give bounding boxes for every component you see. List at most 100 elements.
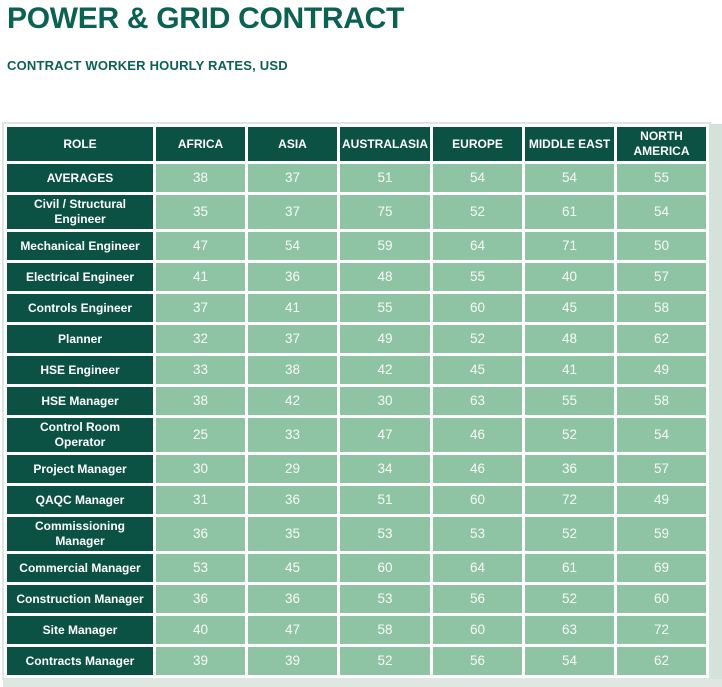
rate-value-cell: 49	[617, 356, 706, 384]
table-row: AVERAGES 38 37 51 54 54 55	[7, 164, 706, 192]
rate-value-cell: 54	[525, 647, 614, 675]
rate-value-cell: 34	[340, 455, 430, 483]
rate-value-cell: 60	[340, 554, 430, 582]
rate-value-cell: 51	[340, 164, 430, 192]
table-body: AVERAGES 38 37 51 54 54 55 Civil / Structural E…	[7, 164, 706, 675]
rate-value-cell: 72	[617, 616, 706, 644]
rate-value-cell: 64	[433, 554, 522, 582]
rate-value-cell: 54	[248, 232, 337, 260]
rate-value-cell: 58	[340, 616, 430, 644]
rate-value-cell: 39	[248, 647, 337, 675]
rate-value-cell: 63	[525, 616, 614, 644]
rate-value-cell: 55	[525, 387, 614, 415]
table-row: QAQC Manager 31 36 51 60 72 49	[7, 486, 706, 514]
rate-value-cell: 52	[525, 585, 614, 613]
role-cell: Mechanical Engineer	[7, 232, 153, 260]
rate-value-cell: 47	[156, 232, 245, 260]
role-cell: Commissioning Manager	[7, 517, 153, 551]
rate-value-cell: 48	[525, 325, 614, 353]
table-row: HSE Engineer 33 38 42 45 41 49	[7, 356, 706, 384]
rate-value-cell: 63	[433, 387, 522, 415]
page-subtitle: CONTRACT WORKER HOURLY RATES, USD	[7, 58, 288, 73]
rate-value-cell: 71	[525, 232, 614, 260]
rate-value-cell: 55	[433, 263, 522, 291]
rates-table-container: ROLE AFRICA ASIA AUSTRALASIA EUROPE MIDDLE EA…	[2, 122, 711, 680]
rate-value-cell: 57	[617, 263, 706, 291]
rate-value-cell: 62	[617, 647, 706, 675]
table-row: Contracts Manager 39 39 52 56 54 62	[7, 647, 706, 675]
table-row: Commercial Manager 53 45 60 64 61 69	[7, 554, 706, 582]
role-cell: Site Manager	[7, 616, 153, 644]
bottom-gutter	[3, 679, 722, 687]
rate-value-cell: 37	[248, 195, 337, 229]
rate-value-cell: 69	[617, 554, 706, 582]
table-head: ROLE AFRICA ASIA AUSTRALASIA EUROPE MIDDLE EA…	[7, 127, 706, 161]
rate-value-cell: 60	[433, 616, 522, 644]
rate-value-cell: 58	[617, 294, 706, 322]
role-cell: QAQC Manager	[7, 486, 153, 514]
region-column-header: MIDDLE EAST	[525, 127, 614, 161]
rate-value-cell: 29	[248, 455, 337, 483]
rate-value-cell: 36	[248, 263, 337, 291]
role-cell: Control Room Operator	[7, 418, 153, 452]
rate-value-cell: 40	[525, 263, 614, 291]
rate-value-cell: 60	[617, 585, 706, 613]
rate-value-cell: 37	[248, 325, 337, 353]
rate-value-cell: 52	[340, 647, 430, 675]
table-row: Controls Engineer 37 41 55 60 45 58	[7, 294, 706, 322]
table-row: HSE Manager 38 42 30 63 55 58	[7, 387, 706, 415]
rate-value-cell: 45	[525, 294, 614, 322]
rate-value-cell: 25	[156, 418, 245, 452]
rate-value-cell: 54	[433, 164, 522, 192]
rate-value-cell: 51	[340, 486, 430, 514]
region-column-header: ASIA	[248, 127, 337, 161]
rate-value-cell: 37	[248, 164, 337, 192]
rate-value-cell: 52	[525, 418, 614, 452]
rate-value-cell: 61	[525, 554, 614, 582]
rate-value-cell: 75	[340, 195, 430, 229]
rate-value-cell: 59	[340, 232, 430, 260]
rate-value-cell: 54	[617, 418, 706, 452]
rate-value-cell: 47	[248, 616, 337, 644]
role-cell: Civil / Structural Engineer	[7, 195, 153, 229]
rate-value-cell: 35	[156, 195, 245, 229]
rate-value-cell: 54	[617, 195, 706, 229]
rates-table: ROLE AFRICA ASIA AUSTRALASIA EUROPE MIDDLE EA…	[4, 124, 709, 678]
rate-value-cell: 50	[617, 232, 706, 260]
rate-value-cell: 42	[248, 387, 337, 415]
table-row: Site Manager 40 47 58 60 63 72	[7, 616, 706, 644]
rate-value-cell: 52	[525, 517, 614, 551]
role-cell: Electrical Engineer	[7, 263, 153, 291]
rate-value-cell: 38	[248, 356, 337, 384]
role-cell: Commercial Manager	[7, 554, 153, 582]
rate-value-cell: 60	[433, 486, 522, 514]
rate-value-cell: 36	[248, 585, 337, 613]
rate-value-cell: 48	[340, 263, 430, 291]
rate-value-cell: 55	[617, 164, 706, 192]
rate-value-cell: 47	[340, 418, 430, 452]
region-column-header: EUROPE	[433, 127, 522, 161]
rate-value-cell: 30	[156, 455, 245, 483]
role-column-header: ROLE	[7, 127, 153, 161]
rate-value-cell: 54	[525, 164, 614, 192]
table-row: Construction Manager 36 36 53 56 52 60	[7, 585, 706, 613]
page-title: POWER & GRID CONTRACT	[7, 2, 405, 35]
rate-value-cell: 38	[156, 387, 245, 415]
rate-value-cell: 40	[156, 616, 245, 644]
role-cell: HSE Engineer	[7, 356, 153, 384]
table-row: Planner 32 37 49 52 48 62	[7, 325, 706, 353]
rate-value-cell: 33	[156, 356, 245, 384]
region-column-header: AUSTRALASIA	[340, 127, 430, 161]
rate-value-cell: 42	[340, 356, 430, 384]
table-row: Commissioning Manager 36 35 53 53 52 59	[7, 517, 706, 551]
rate-value-cell: 41	[525, 356, 614, 384]
rate-value-cell: 36	[248, 486, 337, 514]
region-column-header: AFRICA	[156, 127, 245, 161]
rate-value-cell: 55	[340, 294, 430, 322]
rate-value-cell: 36	[525, 455, 614, 483]
rate-value-cell: 41	[156, 263, 245, 291]
rate-value-cell: 57	[617, 455, 706, 483]
rate-value-cell: 30	[340, 387, 430, 415]
rate-value-cell: 53	[156, 554, 245, 582]
table-row: Project Manager 30 29 34 46 36 57	[7, 455, 706, 483]
